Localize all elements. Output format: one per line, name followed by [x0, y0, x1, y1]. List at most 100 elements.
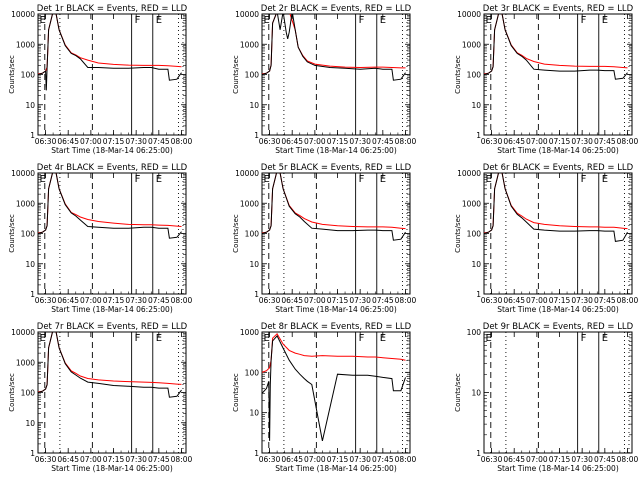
x-tick-label: 07:45	[594, 455, 616, 464]
y-tick-label: 10	[249, 260, 259, 269]
y-tick-label: 100	[21, 71, 36, 80]
x-axis-label: Start Time (18-Mar-14 06:25:00)	[275, 146, 397, 155]
x-tick-label: 06:30	[481, 296, 503, 305]
segment-marker-label: E	[40, 333, 46, 344]
chart-panel-5: Det 5r BLACK = Events, RED = LLD 1 10 100 10…	[232, 163, 416, 314]
x-tick-label: 08:00	[395, 296, 417, 305]
x-tick-label: 07:15	[103, 296, 125, 305]
x-tick-label: 07:30	[571, 455, 593, 464]
plot-area	[38, 14, 182, 91]
x-tick-label: 07:15	[103, 455, 125, 464]
y-tick-label: 10	[471, 389, 481, 398]
x-tick-label: 07:45	[372, 137, 394, 146]
x-tick-label: 08:00	[617, 455, 639, 464]
y-tick-label: 10	[25, 419, 35, 428]
x-tick-label: 06:30	[259, 455, 281, 464]
segment-marker-label: E	[156, 174, 162, 185]
y-tick-label: 10	[471, 101, 481, 110]
x-tick-label: 07:15	[549, 455, 571, 464]
x-axis-label: Start Time (18-Mar-14 06:25:00)	[275, 464, 397, 473]
y-tick-label: 10	[25, 260, 35, 269]
x-tick-label: 07:45	[148, 296, 170, 305]
x-tick-label: 07:00	[304, 137, 326, 146]
plot-area	[484, 14, 628, 80]
x-tick-label: 06:45	[281, 296, 303, 305]
segment-marker-label: E	[264, 333, 270, 344]
chart-panel-1: Det 1r BLACK = Events, RED = LLD 1 10 100 10…	[8, 4, 192, 155]
y-tick-label: 1	[476, 449, 481, 458]
x-tick-label: 07:00	[304, 455, 326, 464]
x-tick-label: 07:45	[148, 455, 170, 464]
x-tick-label: 07:00	[526, 455, 548, 464]
x-tick-label: 06:45	[281, 137, 303, 146]
segment-marker-label: F	[135, 333, 141, 344]
plot-area	[262, 14, 406, 81]
chart-panel-6: Det 6r BLACK = Events, RED = LLD 1 10 100 10…	[454, 163, 638, 314]
x-tick-label: 08:00	[617, 296, 639, 305]
series-line-events	[484, 173, 628, 242]
series-line-events	[484, 14, 628, 80]
segment-marker-label: E	[264, 15, 270, 26]
chart-title: Det 3r BLACK = Events, RED = LLD	[483, 4, 634, 14]
x-tick-label: 06:30	[259, 137, 281, 146]
y-axis-label: Counts/sec	[454, 55, 462, 94]
x-tick-label: 07:00	[80, 137, 102, 146]
segment-marker-label: F	[135, 15, 141, 26]
x-axis-label: Start Time (18-Mar-14 06:25:00)	[275, 305, 397, 314]
y-tick-label: 10000	[235, 169, 259, 178]
segment-marker-label: F	[581, 15, 587, 26]
series-line-events	[38, 14, 182, 91]
chart-panel-7: Det 7r BLACK = Events, RED = LLD 1 10 100 10…	[8, 322, 192, 473]
y-tick-label: 100	[467, 230, 482, 239]
y-axis-label: Counts/sec	[232, 214, 240, 253]
y-tick-label: 10000	[11, 10, 35, 19]
series-line-events	[262, 335, 406, 442]
segment-marker-label: E	[486, 174, 492, 185]
plot-area	[38, 332, 182, 398]
x-tick-label: 06:45	[57, 455, 79, 464]
chart-panel-9: Det 9r BLACK = Events, RED = LLD 1 10 100 Co…	[454, 322, 638, 473]
plot-area	[262, 332, 406, 442]
segment-marker-label: E	[380, 15, 386, 26]
x-tick-label: 06:30	[481, 455, 503, 464]
x-tick-label: 08:00	[617, 137, 639, 146]
y-tick-label: 10	[471, 260, 481, 269]
y-tick-label: 10000	[11, 328, 35, 337]
chart-panel-3: Det 3r BLACK = Events, RED = LLD 1 10 100 10…	[454, 4, 638, 155]
segment-marker-label: F	[359, 15, 365, 26]
series-line-events	[38, 173, 182, 239]
x-tick-label: 07:00	[80, 455, 102, 464]
x-tick-label: 06:45	[503, 455, 525, 464]
y-tick-label: 1000	[16, 358, 35, 367]
y-tick-label: 10000	[457, 169, 481, 178]
x-tick-label: 07:00	[526, 296, 548, 305]
segment-marker-label: E	[264, 174, 270, 185]
y-tick-label: 1	[30, 131, 35, 140]
x-tick-label: 07:15	[549, 137, 571, 146]
y-tick-label: 100	[467, 328, 482, 337]
segment-marker-label: E	[156, 333, 162, 344]
segment-marker-label: E	[486, 333, 492, 344]
series-line-events	[262, 14, 406, 81]
x-tick-label: 08:00	[395, 137, 417, 146]
x-tick-label: 07:45	[148, 137, 170, 146]
y-tick-label: 10	[249, 409, 259, 418]
x-tick-label: 08:00	[171, 455, 193, 464]
x-tick-label: 07:15	[327, 137, 349, 146]
x-tick-label: 07:15	[327, 455, 349, 464]
x-tick-label: 07:30	[571, 296, 593, 305]
x-tick-label: 07:45	[372, 455, 394, 464]
x-tick-label: 07:30	[125, 137, 147, 146]
segment-marker-label: F	[581, 174, 587, 185]
segment-marker-label: E	[602, 333, 608, 344]
y-tick-label: 100	[467, 71, 482, 80]
plot-area	[38, 173, 182, 239]
y-tick-label: 1	[254, 449, 259, 458]
y-axis-label: Counts/sec	[232, 373, 240, 412]
chart-panel-4: Det 4r BLACK = Events, RED = LLD 1 10 100 10…	[8, 163, 192, 314]
y-tick-label: 1	[254, 290, 259, 299]
y-tick-label: 10	[249, 101, 259, 110]
y-axis-label: Counts/sec	[8, 214, 16, 253]
x-tick-label: 06:45	[281, 455, 303, 464]
y-axis-label: Counts/sec	[8, 373, 16, 412]
